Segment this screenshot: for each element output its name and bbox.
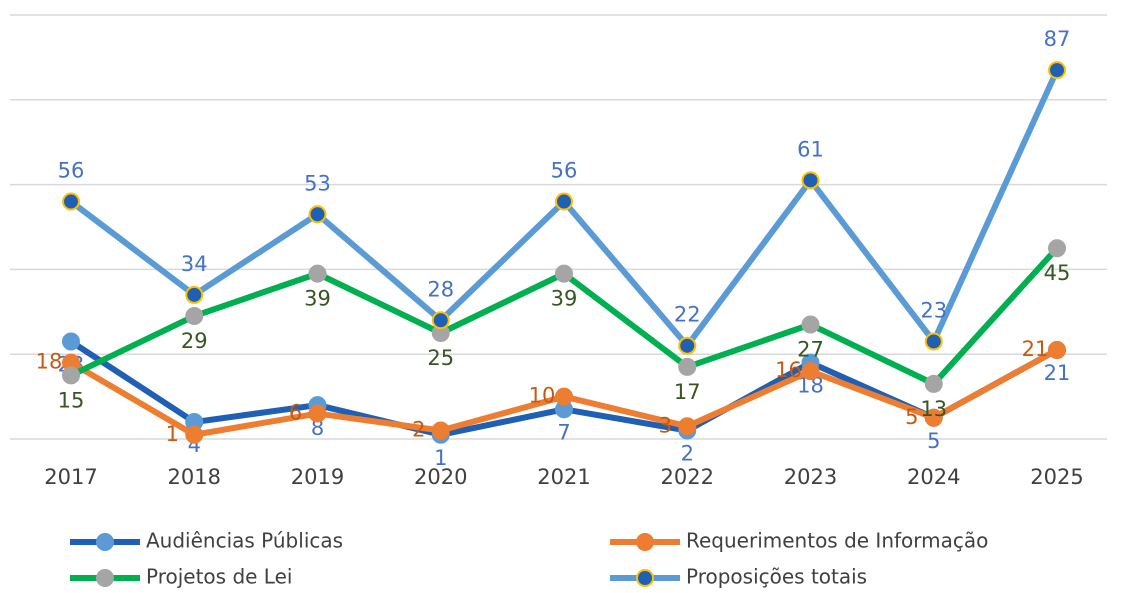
legend-item: Requerimentos de Informação (610, 529, 988, 553)
data-label: 22 (674, 303, 701, 327)
marker (308, 205, 327, 224)
data-label: 10 (529, 384, 556, 408)
legend-item: Proposições totais (610, 565, 867, 589)
marker (801, 315, 820, 334)
legend-label: Projetos de Lei (146, 565, 292, 589)
data-label: 28 (427, 277, 454, 301)
legend-item: Projetos de Lei (70, 565, 292, 589)
data-label: 45 (1044, 261, 1071, 285)
data-label: 39 (551, 287, 578, 311)
x-tick-label: 2017 (44, 465, 97, 489)
data-label: 8 (311, 416, 324, 440)
data-label: 3 (659, 413, 672, 437)
data-label: 2 (412, 418, 425, 442)
marker (308, 264, 327, 283)
marker (1048, 239, 1066, 258)
data-label: 53 (304, 171, 331, 195)
data-label: 87 (1044, 27, 1071, 51)
marker (555, 387, 573, 406)
legend-label: Requerimentos de Informação (686, 529, 988, 553)
legend-label: Proposições totais (686, 565, 867, 589)
marker (431, 311, 450, 330)
data-label: 5 (927, 429, 940, 453)
data-label: 21 (1044, 361, 1071, 385)
x-tick-label: 2019 (291, 465, 344, 489)
marker (678, 417, 697, 436)
data-label: 7 (557, 420, 570, 444)
data-label: 18 (36, 350, 63, 374)
data-label: 5 (905, 405, 918, 429)
x-tick-label: 2023 (784, 465, 837, 489)
data-label: 61 (797, 137, 824, 161)
legend-marker (96, 569, 114, 587)
data-label: 15 (58, 388, 85, 412)
marker (62, 332, 80, 351)
data-label: 23 (920, 298, 947, 322)
data-label: 25 (427, 346, 454, 370)
data-label: 6 (289, 401, 302, 425)
data-label: 39 (304, 287, 331, 311)
marker (801, 171, 820, 190)
x-tick-label: 2024 (907, 465, 960, 489)
marker (1048, 340, 1066, 359)
data-label: 34 (181, 252, 208, 276)
marker (1048, 61, 1066, 80)
marker (62, 192, 80, 211)
marker (62, 366, 80, 385)
data-label: 17 (674, 380, 701, 404)
legend-marker (96, 533, 114, 551)
data-label: 2 (681, 442, 694, 466)
x-tick-label: 2022 (661, 465, 714, 489)
data-label: 1 (434, 446, 447, 470)
legend-label: Audiências Públicas (146, 529, 343, 553)
marker (678, 357, 697, 376)
x-tick-label: 2021 (537, 465, 590, 489)
data-label: 27 (797, 338, 824, 362)
data-label: 56 (551, 159, 578, 183)
legend-item: Audiências Públicas (70, 529, 343, 553)
marker (185, 285, 204, 304)
data-label: 13 (920, 397, 947, 421)
marker (678, 336, 697, 355)
legend-marker (636, 533, 654, 551)
x-tick-label: 2018 (168, 465, 221, 489)
data-label: 16 (775, 358, 802, 382)
marker (801, 362, 820, 381)
x-tick-label: 2020 (414, 465, 467, 489)
marker (924, 374, 943, 393)
marker (185, 425, 204, 444)
x-tick-label: 2025 (1030, 465, 1083, 489)
marker (555, 264, 573, 283)
marker (185, 307, 204, 326)
data-label: 21 (1022, 337, 1049, 361)
legend-marker (636, 569, 654, 587)
marker (555, 192, 573, 211)
marker (924, 332, 943, 351)
marker (308, 404, 327, 423)
data-label: 29 (181, 329, 208, 353)
data-label: 56 (58, 159, 85, 183)
data-label: 1 (166, 422, 179, 446)
marker (924, 408, 943, 427)
marker (431, 421, 450, 440)
